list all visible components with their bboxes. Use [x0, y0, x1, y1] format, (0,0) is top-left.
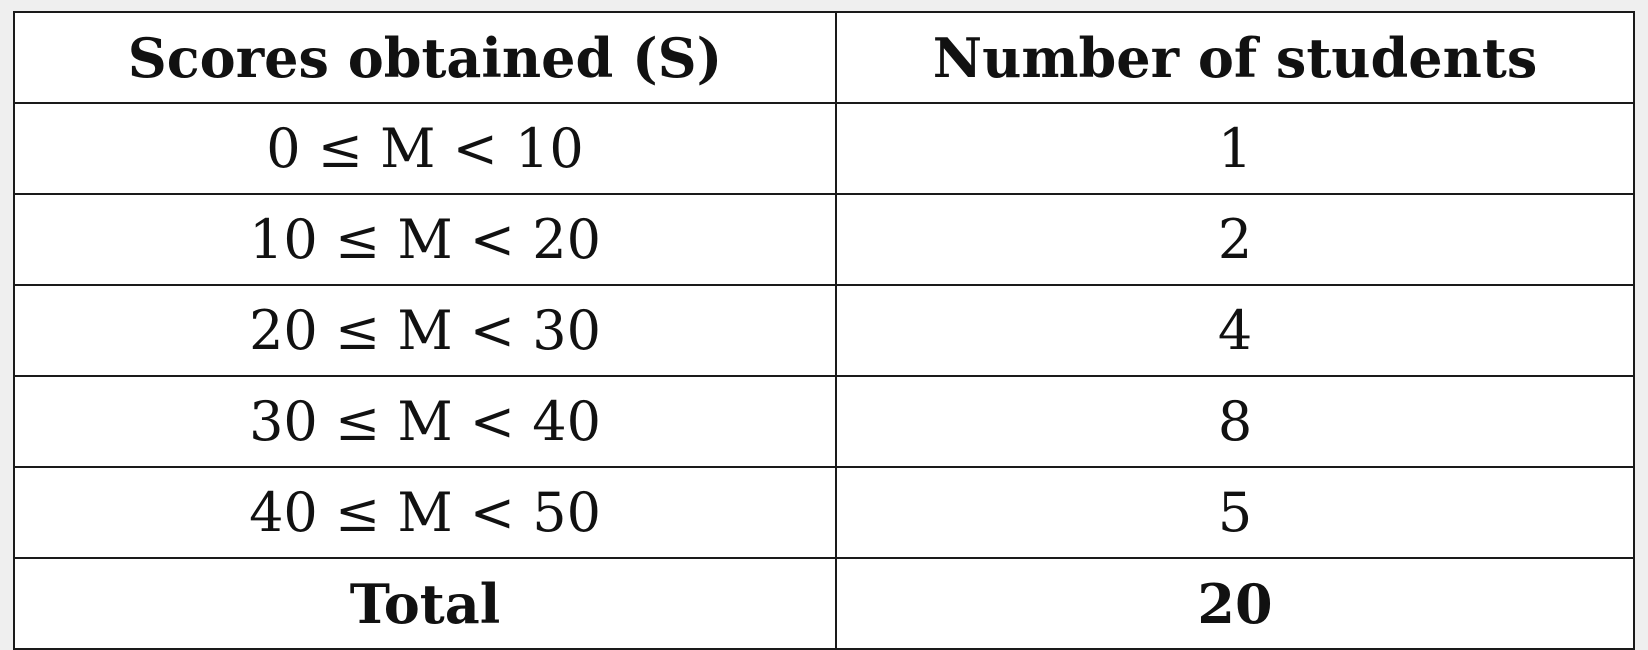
header-row: Scores obtained (S) Number of students — [13, 11, 1635, 104]
total-count: 20 — [835, 557, 1635, 650]
total-row: Total 20 — [13, 557, 1635, 650]
score-range: 20 ≤ M < 30 — [13, 284, 837, 377]
table-row: 40 ≤ M < 50 5 — [13, 466, 1635, 559]
table-row: 20 ≤ M < 30 4 — [13, 284, 1635, 377]
student-count: 8 — [835, 375, 1635, 468]
total-label: Total — [13, 557, 837, 650]
student-count: 5 — [835, 466, 1635, 559]
student-count: 1 — [835, 102, 1635, 195]
header-students: Number of students — [835, 11, 1635, 104]
score-range: 10 ≤ M < 20 — [13, 193, 837, 286]
student-count: 4 — [835, 284, 1635, 377]
student-count: 2 — [835, 193, 1635, 286]
table-row: 0 ≤ M < 10 1 — [13, 102, 1635, 195]
table-row: 10 ≤ M < 20 2 — [13, 193, 1635, 286]
score-range: 30 ≤ M < 40 — [13, 375, 837, 468]
score-range: 40 ≤ M < 50 — [13, 466, 837, 559]
table-row: 30 ≤ M < 40 8 — [13, 375, 1635, 468]
frequency-table: Scores obtained (S) Number of students 0… — [13, 11, 1635, 650]
score-range: 0 ≤ M < 10 — [13, 102, 837, 195]
header-scores: Scores obtained (S) — [13, 11, 837, 104]
